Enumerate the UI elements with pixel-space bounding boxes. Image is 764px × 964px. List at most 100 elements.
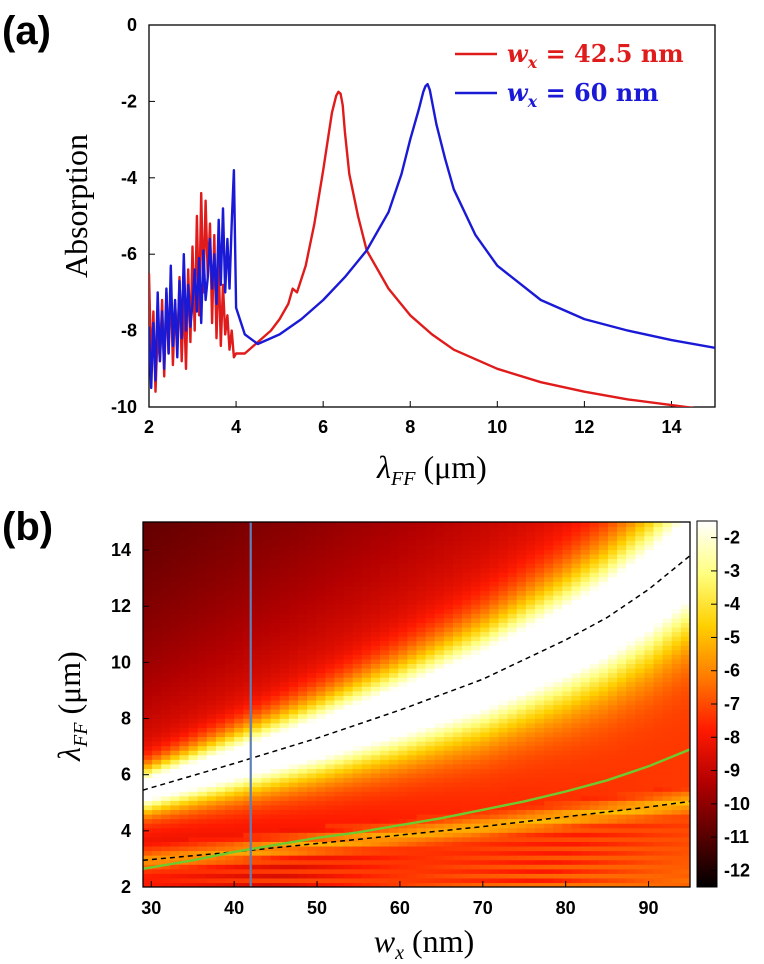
- heatmap-cell: [617, 690, 627, 696]
- heatmap-cell: [489, 585, 500, 592]
- heatmap-cell: [626, 745, 636, 751]
- heatmap-cell: [452, 868, 463, 874]
- heatmap-cell: [389, 636, 399, 642]
- heatmap-cell: [425, 823, 436, 829]
- heatmap-cell: [562, 604, 573, 610]
- heatmap-cell: [407, 595, 418, 601]
- heatmap-cell: [352, 654, 363, 660]
- heatmap-cell: [188, 699, 199, 706]
- heatmap-cell: [288, 722, 299, 728]
- heatmap-cell: [170, 777, 181, 783]
- heatmap-cell: [443, 782, 454, 788]
- heatmap-cell: [161, 731, 171, 738]
- heatmap-cell: [334, 531, 345, 537]
- heatmap-cell: [352, 800, 363, 806]
- heatmap-cell: [307, 754, 317, 760]
- heatmap-cell: [343, 649, 354, 655]
- heatmap-cell: [653, 741, 664, 747]
- heatmap-cell: [462, 864, 472, 870]
- heatmap-cell: [261, 668, 272, 674]
- heatmap-cell: [297, 604, 308, 610]
- heatmap-cell: [252, 663, 263, 669]
- heatmap-cell: [297, 686, 308, 692]
- heatmap-cell: [571, 759, 582, 765]
- heatmap-cell: [416, 563, 427, 569]
- heatmap-cell: [352, 677, 363, 683]
- heatmap-cell: [261, 864, 272, 870]
- heatmap-cell: [525, 631, 536, 637]
- heatmap-cell: [143, 713, 153, 719]
- heatmap-cell: [535, 540, 545, 546]
- heatmap-cell: [316, 832, 326, 838]
- heatmap-cell: [452, 622, 463, 628]
- heatmap-cell: [480, 677, 491, 683]
- heatmap-cell: [188, 850, 199, 856]
- heatmap-cell: [161, 855, 171, 861]
- heatmap-cell: [288, 558, 299, 564]
- heatmap-cell: [225, 544, 235, 550]
- heatmap-cell: [206, 690, 217, 696]
- heatmap-cell: [152, 654, 162, 660]
- heatmap-cell: [325, 695, 336, 701]
- heatmap-cell: [206, 823, 217, 829]
- heatmap-cell: [462, 695, 472, 701]
- heatmap-cell: [343, 681, 354, 687]
- heatmap-cell: [662, 540, 673, 546]
- heatmap-cell: [316, 636, 326, 642]
- heatmap-cell: [498, 558, 509, 564]
- heatmap-cell: [562, 823, 573, 829]
- heatmap-cell: [598, 731, 609, 738]
- heatmap-cell: [571, 558, 582, 564]
- heatmap-cell: [571, 535, 582, 541]
- heatmap-cell: [626, 631, 636, 637]
- heatmap-cell: [152, 868, 162, 874]
- heatmap-cell: [398, 800, 408, 806]
- heatmap-cell: [644, 672, 655, 678]
- heatmap-cell: [553, 736, 563, 742]
- heatmap-cell: [626, 531, 636, 537]
- heatmap-cell: [580, 868, 591, 874]
- heatmap-cell: [170, 727, 181, 733]
- heatmap-cell: [434, 827, 445, 833]
- heatmap-cell: [361, 622, 372, 628]
- heatmap-cell: [188, 649, 199, 655]
- heatmap-cell: [197, 535, 208, 541]
- heatmap-cell: [571, 722, 582, 728]
- heatmap-cell: [434, 576, 445, 582]
- heatmap-cell: [307, 690, 317, 696]
- heatmap-cell: [325, 795, 336, 801]
- heatmap-cell: [361, 850, 372, 856]
- heatmap-cell: [243, 681, 253, 687]
- heatmap-cell: [644, 526, 655, 532]
- heatmap-cell: [197, 599, 208, 605]
- heatmap-cell: [562, 695, 573, 701]
- heatmap-cell: [179, 704, 190, 710]
- heatmap-cell: [471, 727, 481, 733]
- heatmap-cell: [143, 526, 153, 532]
- heatmap-cell: [407, 868, 418, 874]
- heatmap-cell: [471, 836, 481, 842]
- heatmap-cell: [370, 540, 381, 546]
- heatmap-cell: [617, 658, 627, 665]
- heatmap-cell: [252, 595, 263, 601]
- heatmap-cell: [197, 695, 208, 701]
- heatmap-cell: [370, 567, 381, 573]
- heatmap-cell: [562, 786, 573, 792]
- heatmap-cell: [471, 677, 481, 683]
- heatmap-cell: [553, 590, 563, 596]
- heatmap-cell: [653, 745, 664, 751]
- heatmap-cell: [279, 814, 290, 820]
- heatmap-cell: [544, 818, 554, 824]
- heatmap-cell: [416, 868, 427, 874]
- heatmap-cell: [252, 745, 263, 751]
- heatmap-cell: [626, 535, 636, 541]
- heatmap-cell: [434, 759, 445, 765]
- heatmap-cell: [143, 836, 153, 842]
- heatmap-cell: [234, 617, 244, 623]
- heatmap-cell: [243, 795, 253, 801]
- y-tick-label: 14: [111, 540, 131, 560]
- heatmap-cell: [489, 686, 500, 692]
- heatmap-cell: [215, 654, 226, 660]
- heatmap-cell: [215, 599, 226, 605]
- heatmap-cell: [553, 681, 563, 687]
